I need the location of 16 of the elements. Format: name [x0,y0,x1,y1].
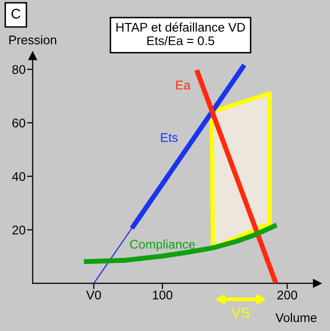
y-axis-title: Pression [9,35,56,44]
series-label: Ets [161,133,178,142]
chart-title: HTAP et défaillance VD [116,22,245,32]
x-tick-label: 100 [152,290,172,300]
x-tick-label: 200 [277,290,298,300]
x-tick-label: V0 [86,290,101,300]
y-tick-label: 40 [12,172,26,181]
text: C [12,8,20,19]
y-tick-label: 20 [12,226,26,234]
series-label: Ea [176,80,190,90]
y-tick-label: 60 [12,118,26,128]
x-axis-title: Volume [275,312,317,322]
series-label: Compliance [130,240,195,252]
text: VS [232,308,250,318]
chart-subtitle: Ets/Ea = 0.5 [147,36,214,46]
y-tick-label: 80 [12,65,26,74]
